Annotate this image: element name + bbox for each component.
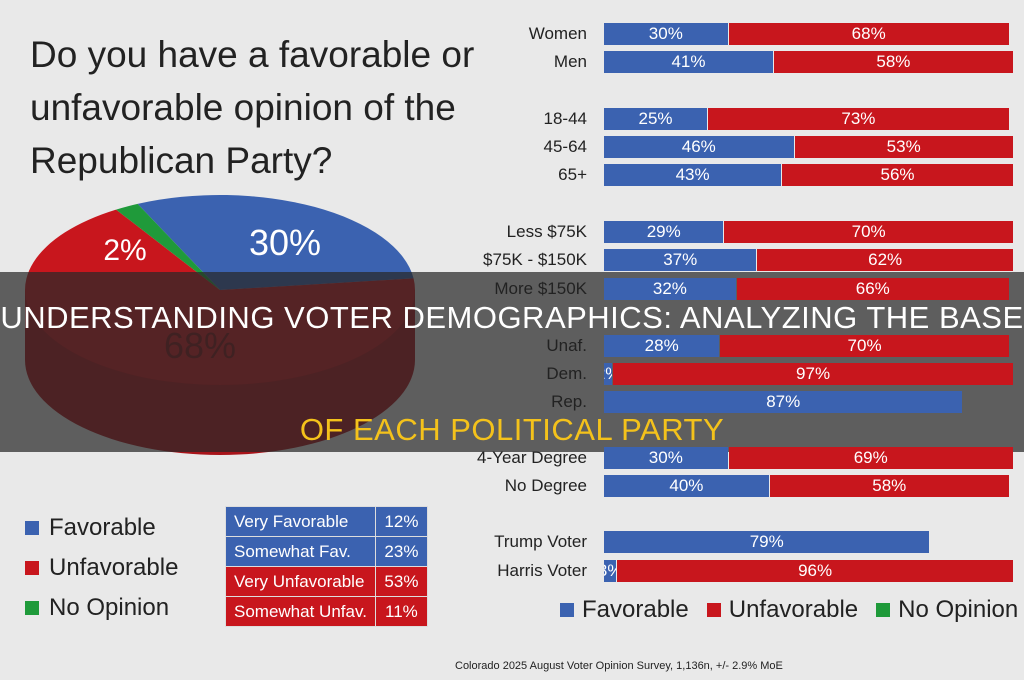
- bar-favorable: 29%: [604, 221, 724, 243]
- cell: Somewhat Fav.: [225, 536, 376, 567]
- unfavorable-swatch: [706, 603, 721, 617]
- bar-unfavorable: 69%: [728, 447, 1013, 469]
- category-label: Harris Voter: [497, 561, 587, 580]
- legend-label: Unfavorable: [49, 554, 179, 581]
- category-label: 18-44: [543, 109, 587, 128]
- category-label: More $150K: [494, 279, 587, 298]
- cell: 53%: [374, 566, 428, 597]
- bar-unfavorable: 53%: [794, 136, 1013, 158]
- bar-favorable: 37%: [604, 249, 757, 271]
- bar-legend-favorable: Favorable: [560, 596, 689, 624]
- bar-row: 65+ 43% 56%: [0, 164, 1024, 186]
- bar-unfavorable: 73%: [708, 108, 1009, 130]
- bar-row: Less $75K 29% 70%: [0, 221, 1024, 243]
- cell: Very Unfavorable: [225, 566, 376, 597]
- breakdown-table: Very Favorable 12% Somewhat Fav. 23% Very …: [225, 506, 428, 627]
- favorable-swatch: [560, 603, 574, 617]
- bar-favorable: 2%: [604, 363, 613, 385]
- bar-row: Rep. 87%: [0, 391, 1024, 413]
- bar-unfavorable: 58%: [773, 51, 1013, 73]
- bar-favorable: 28%: [604, 335, 720, 357]
- bar-row: Harris Voter 3%96%: [0, 560, 1024, 582]
- overlay-title-line1: UNDERSTANDING VOTER DEMOGRAPHICS: ANALYZ…: [0, 300, 1024, 335]
- cell: Somewhat Unfav.: [225, 596, 376, 627]
- bar-favorable: 25%: [604, 108, 707, 130]
- bar-legend: Favorable Unfavorable No Opinion: [560, 596, 1018, 624]
- bar-unfavorable: 58%: [769, 475, 1009, 497]
- bar-favorable: 3%: [604, 560, 617, 582]
- bar-row: Women 30% 68%: [0, 23, 1024, 45]
- category-label: Dem.: [546, 364, 587, 383]
- legend-unfavorable: Unfavorable: [25, 554, 178, 582]
- category-label: Men: [553, 52, 587, 71]
- bar-unfavorable: 96%: [617, 560, 1013, 582]
- bar-row: More $150K 32% 66%: [0, 278, 1024, 300]
- legend-label: Favorable: [582, 596, 689, 623]
- bar-row: No Degree 40% 58%: [0, 475, 1024, 497]
- bar-row: 18-44 25% 73%: [0, 108, 1024, 130]
- category-label: No Degree: [504, 476, 587, 495]
- favorable-swatch: [25, 521, 39, 535]
- table-row: Somewhat Unfav. 11%: [225, 596, 428, 627]
- bar-unfavorable: 66%: [736, 278, 1009, 300]
- legend-favorable: Favorable: [25, 514, 156, 542]
- title-overlay-band: [0, 272, 1024, 452]
- cell: 23%: [374, 536, 428, 567]
- bar-favorable: 41%: [604, 51, 773, 73]
- bar-favorable: 30%: [604, 23, 728, 45]
- legend-no-opinion: No Opinion: [25, 594, 169, 622]
- table-row: Very Unfavorable 53%: [225, 566, 428, 597]
- legend-label: Unfavorable: [728, 596, 859, 623]
- pie-label: 2%: [103, 234, 146, 267]
- legend-label: No Opinion: [898, 596, 1019, 623]
- category-label: Rep.: [551, 392, 587, 411]
- category-label: 45-64: [543, 137, 587, 156]
- bar-row: Unaf. 28% 70%: [0, 335, 1024, 357]
- table-row: Very Favorable 12%: [225, 506, 428, 537]
- bar-row: Dem. 2%97%: [0, 363, 1024, 385]
- bar-row: 45-64 46% 53%: [0, 136, 1024, 158]
- category-label: Unaf.: [546, 336, 587, 355]
- bar-favorable: 32%: [604, 278, 736, 300]
- source-note: Colorado 2025 August Voter Opinion Surve…: [455, 660, 783, 672]
- bar-favorable: 43%: [604, 164, 782, 186]
- overlay-title-line2: OF EACH POLITICAL PARTY: [299, 412, 725, 447]
- bar-favorable: 79%: [604, 531, 930, 553]
- category-label: Women: [528, 24, 587, 43]
- bar-legend-unfavorable: Unfavorable: [706, 596, 859, 624]
- category-label: $75K - $150K: [483, 250, 587, 269]
- no-opinion-swatch: [876, 603, 891, 617]
- bar-favorable: 87%: [604, 391, 963, 413]
- chart-title: Do you have a favorable or unfavorable o…: [30, 34, 475, 181]
- bar-unfavorable: 62%: [757, 249, 1013, 271]
- cell: Very Favorable: [225, 506, 376, 537]
- bar-favorable: 30%: [604, 447, 728, 469]
- pie-label: 30%: [249, 222, 321, 263]
- unfavorable-swatch: [25, 561, 39, 575]
- bar-row: $75K - $150K 37% 62%: [0, 249, 1024, 271]
- bar-unfavorable: 97%: [613, 363, 1013, 385]
- legend-label: Favorable: [49, 514, 156, 541]
- legend-label: No Opinion: [49, 594, 170, 621]
- cell: 11%: [374, 596, 428, 627]
- bar-row: Trump Voter 79%: [0, 531, 1024, 553]
- category-label: 4-Year Degree: [477, 448, 587, 467]
- pie-slice: [137, 195, 414, 290]
- no-opinion-swatch: [25, 601, 39, 615]
- pie-slice: [116, 203, 220, 290]
- category-label: Less $75K: [506, 222, 587, 241]
- bar-unfavorable: 68%: [728, 23, 1009, 45]
- bar-legend-no-opinion: No Opinion: [876, 596, 1018, 624]
- category-label: 65+: [558, 165, 587, 184]
- bar-favorable: 46%: [604, 136, 794, 158]
- bar-unfavorable: 70%: [724, 221, 1013, 243]
- bar-row: Men 41% 58%: [0, 51, 1024, 73]
- bar-favorable: 40%: [604, 475, 769, 497]
- bar-row: 4-Year Degree 30% 69%: [0, 447, 1024, 469]
- bar-unfavorable: 56%: [782, 164, 1013, 186]
- category-label: Trump Voter: [494, 532, 587, 551]
- table-row: Somewhat Fav. 23%: [225, 536, 428, 567]
- bar-unfavorable: 70%: [720, 335, 1009, 357]
